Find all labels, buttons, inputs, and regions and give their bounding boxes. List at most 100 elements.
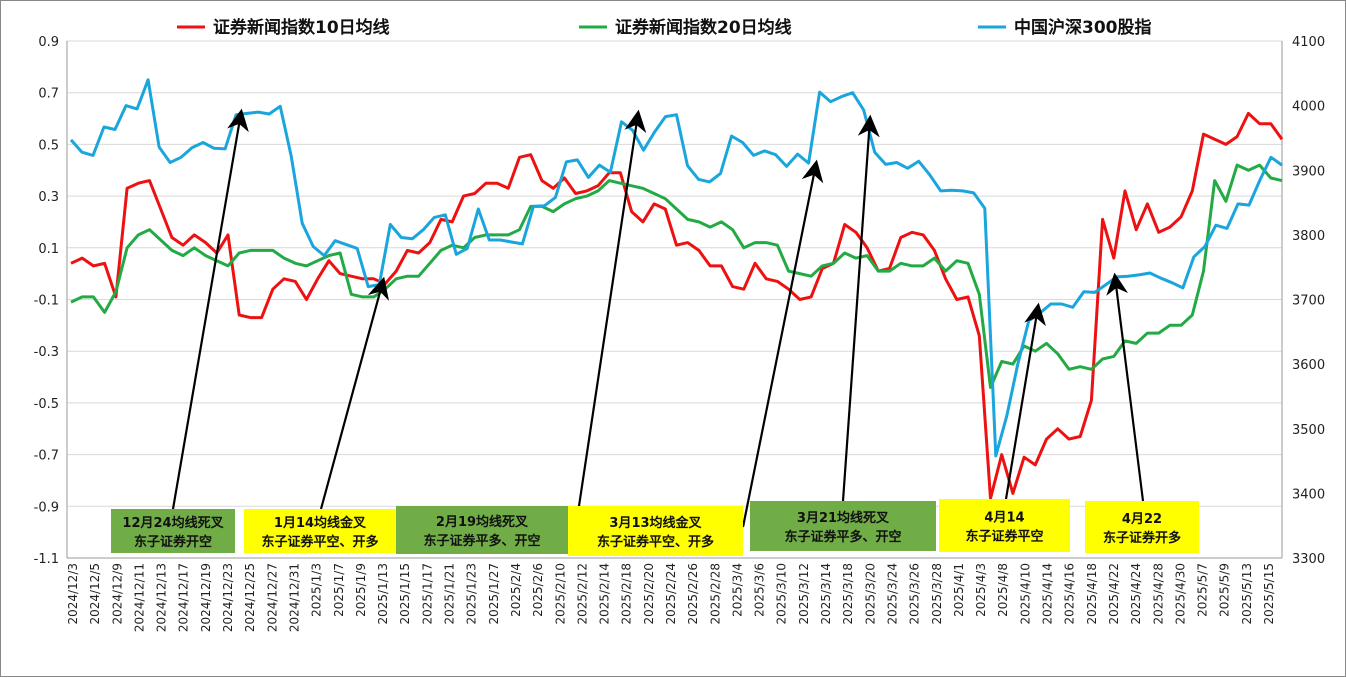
x-tick-label: 2025/4/18	[1085, 563, 1099, 625]
annotation-title-3: 2月19均线死叉	[436, 514, 529, 530]
legend-label-2: 证券新闻指数20日均线	[615, 17, 792, 38]
series-line-2	[70, 163, 1283, 389]
annotation-box-6	[939, 499, 1070, 552]
annotation-action-4: 东子证券平空、开多	[597, 534, 714, 550]
series-line-1	[70, 111, 1284, 500]
x-tick-label: 2025/4/24	[1129, 563, 1143, 625]
x-tick-label: 2025/5/7	[1196, 563, 1210, 617]
legend-label-3: 中国沪深300股指	[1014, 17, 1152, 38]
annotation-title-5: 3月21均线死叉	[797, 510, 890, 526]
y-left-tick-label: -0.5	[34, 397, 59, 412]
annotation-arrow-6	[1004, 302, 1046, 500]
x-tick-label: 2025/1/23	[465, 563, 479, 625]
x-tick-label: 2025/2/18	[620, 563, 634, 625]
annotation-title-1: 12月24均线死叉	[122, 515, 224, 531]
x-tick-label: 2025/3/10	[775, 563, 789, 625]
annotation-arrow-7	[1106, 272, 1145, 502]
series-line-3	[69, 78, 1283, 458]
y-left-tick-label: -0.3	[34, 345, 59, 360]
x-tick-label: 2025/2/14	[598, 563, 612, 625]
x-tick-label: 2025/2/26	[686, 563, 700, 625]
x-tick-label: 2025/1/13	[376, 563, 390, 625]
x-tick-label: 2025/4/1	[952, 563, 966, 617]
annotation-arrow-3	[577, 109, 647, 507]
x-tick-label: 2025/4/8	[996, 563, 1010, 617]
x-tick-label: 2025/4/14	[1041, 563, 1055, 625]
legend-label-1: 证券新闻指数10日均线	[213, 17, 390, 38]
y-left-tick-label: 0.1	[38, 242, 59, 257]
x-tick-label: 2025/5/13	[1240, 563, 1254, 625]
annotation-title-7: 4月22	[1122, 512, 1162, 527]
annotation-title-4: 3月13均线金叉	[609, 515, 702, 531]
x-tick-label: 2025/2/10	[553, 563, 567, 625]
x-tick-label: 2025/4/28	[1151, 563, 1165, 625]
x-tick-label: 2025/3/6	[753, 563, 767, 617]
annotation-action-6: 东子证券平空	[965, 529, 1043, 545]
x-tick-label: 2025/2/12	[575, 563, 589, 625]
y-left-tick-label: 0.9	[38, 35, 59, 50]
x-tick-label: 2024/12/27	[265, 563, 279, 632]
x-tick-label: 2025/4/10	[1018, 563, 1032, 625]
x-tick-label: 2024/12/9	[110, 563, 124, 625]
annotation-box-1	[111, 509, 235, 553]
x-tick-label: 2025/5/9	[1218, 563, 1232, 617]
x-tick-label: 2025/3/14	[819, 563, 833, 625]
y-right-tick-label: 3300	[1292, 552, 1325, 567]
y-left-tick-label: -0.9	[34, 500, 59, 515]
x-tick-label: 2025/2/20	[642, 563, 656, 625]
x-tick-label: 2024/12/3	[66, 563, 80, 625]
x-tick-label: 2024/12/25	[243, 563, 257, 632]
x-tick-label: 2025/3/4	[730, 563, 744, 617]
x-tick-label: 2025/4/16	[1063, 563, 1077, 625]
annotation-action-3: 东子证券平多、开空	[423, 533, 540, 549]
x-tick-label: 2025/4/30	[1173, 563, 1187, 625]
x-tick-label: 2025/3/12	[797, 563, 811, 625]
y-right-tick-label: 3800	[1292, 229, 1325, 244]
x-tick-label: 2024/12/31	[287, 563, 301, 632]
x-tick-label: 2025/3/24	[885, 563, 899, 625]
annotation-title-2: 1月14均线金叉	[274, 515, 367, 531]
annotation-arrow-5	[841, 114, 880, 502]
annotation-box-4	[568, 506, 743, 556]
y-left-tick-label: -1.1	[34, 552, 59, 567]
x-tick-label: 2025/3/26	[908, 563, 922, 625]
y-left-tick-label: 0.7	[38, 87, 59, 102]
y-right-tick-label: 3600	[1292, 358, 1325, 373]
annotation-action-1: 东子证券开空	[134, 534, 212, 550]
y-right-tick-label: 4000	[1292, 100, 1325, 115]
x-tick-label: 2025/1/15	[398, 563, 412, 625]
annotation-box-7	[1085, 501, 1199, 553]
annotation-action-5: 东子证券平多、开空	[784, 529, 901, 545]
x-tick-label: 2025/4/22	[1107, 563, 1121, 625]
annotation-arrow-4	[741, 159, 824, 528]
x-tick-label: 2025/1/21	[443, 563, 457, 625]
x-tick-label: 2025/3/18	[841, 563, 855, 625]
x-tick-label: 2024/12/19	[199, 563, 213, 632]
x-tick-label: 2025/2/6	[531, 563, 545, 617]
y-left-tick-label: -0.1	[34, 294, 59, 309]
x-tick-label: 2025/2/24	[664, 563, 678, 625]
x-tick-label: 2025/1/7	[332, 563, 346, 617]
annotation-action-2: 东子证券平空、开多	[261, 534, 378, 550]
y-right-tick-label: 3700	[1292, 294, 1325, 309]
annotation-box-2	[244, 509, 396, 553]
y-right-tick-label: 3400	[1292, 487, 1325, 502]
x-tick-label: 2025/4/3	[974, 563, 988, 617]
y-left-tick-label: -0.7	[34, 449, 59, 464]
x-tick-label: 2025/2/28	[708, 563, 722, 625]
y-left-tick-label: 0.5	[38, 138, 59, 153]
x-tick-label: 2025/1/9	[354, 563, 368, 617]
x-tick-label: 2025/2/4	[509, 563, 523, 617]
x-tick-label: 2024/12/17	[177, 563, 191, 632]
y-right-tick-label: 4100	[1292, 35, 1325, 50]
y-right-tick-label: 3900	[1292, 164, 1325, 179]
x-tick-label: 2025/5/15	[1262, 563, 1276, 625]
x-tick-label: 2025/3/28	[930, 563, 944, 625]
x-tick-label: 2024/12/23	[221, 563, 235, 632]
x-tick-label: 2024/12/13	[155, 563, 169, 632]
annotation-arrow-1	[171, 108, 249, 510]
y-right-tick-label: 3500	[1292, 423, 1325, 438]
x-tick-label: 2025/1/27	[487, 563, 501, 625]
